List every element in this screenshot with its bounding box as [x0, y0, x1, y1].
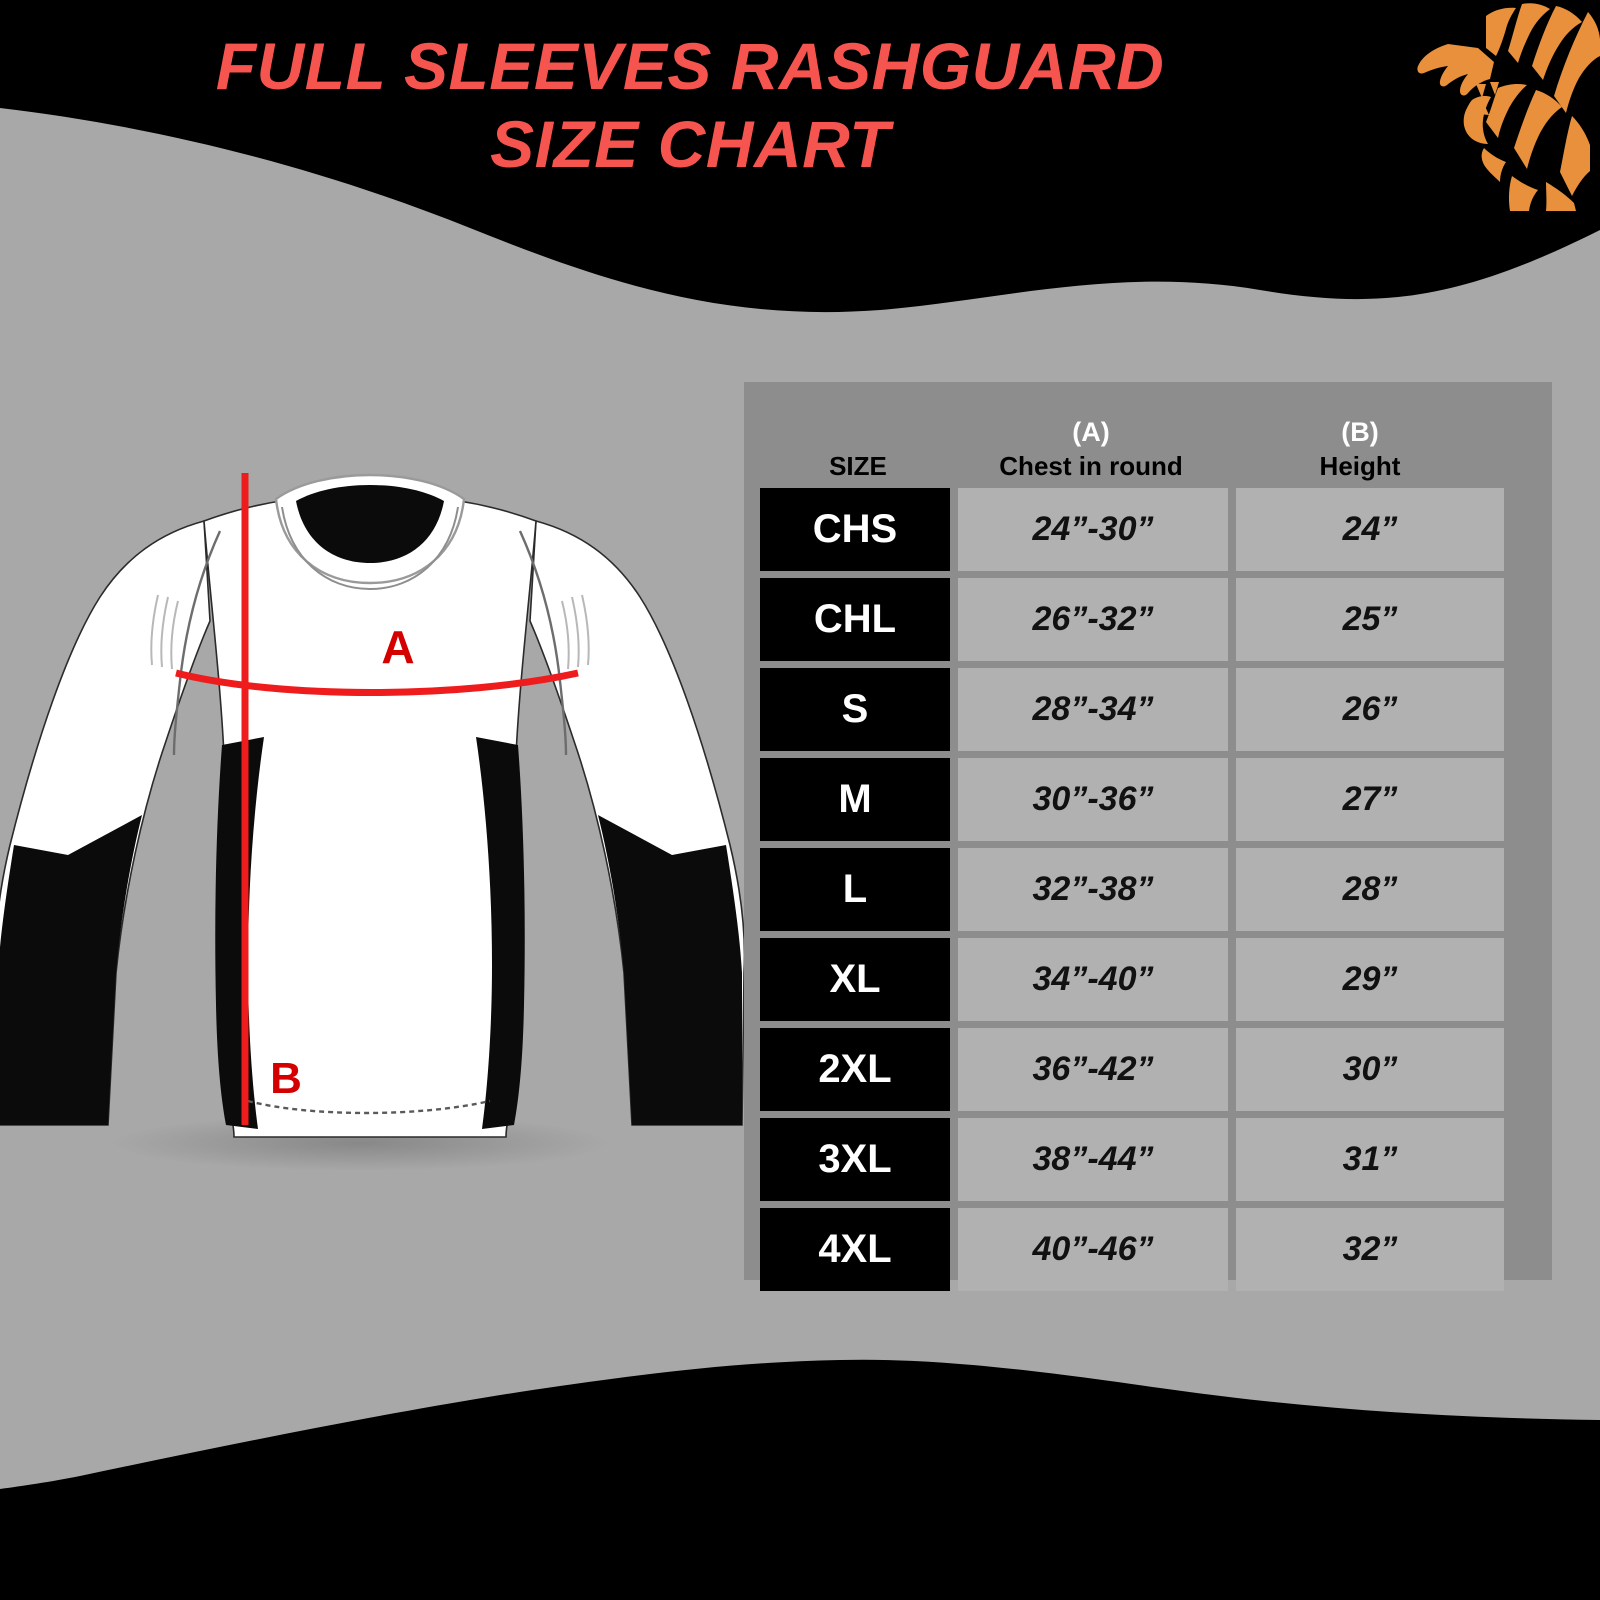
- column-header-height-sup: (B): [1341, 417, 1379, 448]
- cell-size: 4XL: [760, 1208, 950, 1291]
- table-row: 4XL 40”-46” 32”: [760, 1208, 1536, 1291]
- cell-height: 29”: [1236, 938, 1504, 1021]
- table-row: L 32”-38” 28”: [760, 848, 1536, 931]
- cell-size: S: [760, 668, 950, 751]
- column-header-chest-label: Chest in round: [999, 451, 1183, 482]
- cell-height: 30”: [1236, 1028, 1504, 1111]
- table-row: XL 34”-40” 29”: [760, 938, 1536, 1021]
- cell-chest: 24”-30”: [958, 488, 1228, 571]
- measure-label-a: A: [381, 621, 414, 673]
- bottom-black-band: [0, 1359, 1600, 1600]
- cell-size: L: [760, 848, 950, 931]
- rashguard-front-view: A B: [0, 473, 746, 1171]
- cell-height: 31”: [1236, 1118, 1504, 1201]
- cell-height: 24”: [1236, 488, 1504, 571]
- size-table: SIZE (A) Chest in round (B) Height CHS 24…: [744, 382, 1552, 1291]
- table-row: S 28”-34” 26”: [760, 668, 1536, 751]
- hem-line: [247, 1099, 491, 1115]
- table-header-row: SIZE (A) Chest in round (B) Height: [760, 396, 1536, 488]
- cell-chest: 26”-32”: [958, 578, 1228, 661]
- collar-inner-opening: [296, 485, 444, 563]
- table-row: M 30”-36” 27”: [760, 758, 1536, 841]
- table-row: CHS 24”-30” 24”: [760, 488, 1536, 571]
- cell-chest: 40”-46”: [958, 1208, 1228, 1291]
- cell-size: CHS: [760, 488, 950, 571]
- cell-size: CHL: [760, 578, 950, 661]
- column-header-height: (B) Height: [1226, 417, 1494, 488]
- cell-chest: 34”-40”: [958, 938, 1228, 1021]
- sleeve-left-black-panel: [0, 815, 142, 1125]
- column-header-chest: (A) Chest in round: [956, 417, 1226, 488]
- underarm-creases-left: [150, 594, 179, 670]
- column-header-size-label: SIZE: [829, 451, 887, 482]
- cell-chest: 36”-42”: [958, 1028, 1228, 1111]
- sleeve-right-black-panel: [598, 815, 742, 1125]
- cell-chest: 28”-34”: [958, 668, 1228, 751]
- cell-height: 28”: [1236, 848, 1504, 931]
- underarm-creases-right: [561, 594, 590, 670]
- column-header-height-label: Height: [1319, 451, 1401, 482]
- table-row: 3XL 38”-44” 31”: [760, 1118, 1536, 1201]
- cell-height: 32”: [1236, 1208, 1504, 1291]
- cell-height: 27”: [1236, 758, 1504, 841]
- cell-size: XL: [760, 938, 950, 1021]
- cell-chest: 30”-36”: [958, 758, 1228, 841]
- measure-line-a-chest: [175, 669, 579, 696]
- table-row: CHL 26”-32” 25”: [760, 578, 1536, 661]
- cell-height: 25”: [1236, 578, 1504, 661]
- collar-rib-line: [281, 506, 459, 591]
- cell-chest: 38”-44”: [958, 1118, 1228, 1201]
- table-body: CHS 24”-30” 24” CHL 26”-32” 25” S 28”-34” 26” M 30…: [760, 488, 1536, 1291]
- raglan-seam-right: [518, 530, 568, 756]
- tiger-head-logo: [1417, 3, 1600, 211]
- cell-chest: 32”-38”: [958, 848, 1228, 931]
- raglan-seam-left: [172, 530, 222, 756]
- body-right-black-panel: [476, 737, 525, 1129]
- cell-size: 3XL: [760, 1118, 950, 1201]
- table-row: 2XL 36”-42” 30”: [760, 1028, 1536, 1111]
- column-header-chest-sup: (A): [1072, 417, 1110, 448]
- measure-label-b: B: [270, 1054, 302, 1103]
- top-black-band: [0, 0, 1600, 313]
- cell-height: 26”: [1236, 668, 1504, 751]
- cell-size: M: [760, 758, 950, 841]
- column-header-size: SIZE: [760, 451, 956, 488]
- cell-size: 2XL: [760, 1028, 950, 1111]
- body-left-black-panel: [215, 737, 264, 1129]
